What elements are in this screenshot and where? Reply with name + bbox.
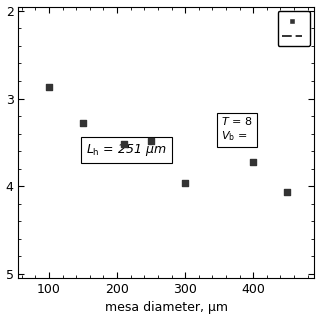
Point [46, 84, 52, 90]
Legend: , : , [277, 12, 309, 46]
Point [285, 190, 290, 195]
Point [148, 138, 154, 143]
X-axis label: mesa diameter, μm: mesa diameter, μm [105, 301, 228, 315]
Point [81, 121, 86, 126]
Point [121, 141, 126, 147]
Text: $L_\mathrm{h}$ = 251 μm: $L_\mathrm{h}$ = 251 μm [86, 142, 167, 158]
Point [251, 160, 256, 165]
Point [183, 181, 188, 186]
Text: $T$ = 8
$V_\mathrm{b}$ =: $T$ = 8 $V_\mathrm{b}$ = [221, 115, 253, 143]
